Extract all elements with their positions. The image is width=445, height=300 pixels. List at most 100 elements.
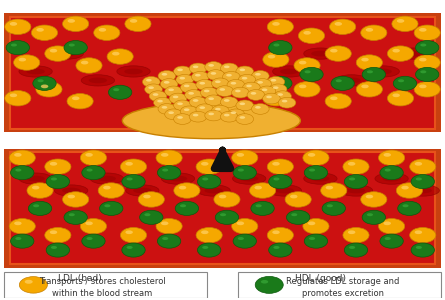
- Ellipse shape: [251, 92, 256, 95]
- Ellipse shape: [375, 173, 409, 184]
- Ellipse shape: [19, 173, 53, 184]
- Ellipse shape: [336, 79, 342, 82]
- Ellipse shape: [402, 204, 409, 207]
- Ellipse shape: [200, 87, 218, 98]
- Ellipse shape: [14, 153, 22, 157]
- Ellipse shape: [330, 96, 338, 100]
- Ellipse shape: [224, 65, 230, 68]
- Ellipse shape: [255, 106, 261, 109]
- Ellipse shape: [158, 234, 181, 248]
- Ellipse shape: [384, 153, 391, 157]
- Ellipse shape: [195, 74, 201, 76]
- Ellipse shape: [268, 93, 275, 97]
- Ellipse shape: [413, 188, 432, 193]
- Ellipse shape: [204, 90, 210, 92]
- Ellipse shape: [32, 25, 57, 40]
- Ellipse shape: [107, 49, 133, 64]
- Ellipse shape: [68, 19, 75, 23]
- Ellipse shape: [268, 55, 275, 59]
- Ellipse shape: [202, 178, 208, 181]
- Ellipse shape: [238, 237, 244, 240]
- Ellipse shape: [303, 48, 337, 59]
- Ellipse shape: [388, 46, 413, 61]
- Ellipse shape: [26, 176, 45, 182]
- Ellipse shape: [366, 195, 373, 198]
- Ellipse shape: [72, 96, 80, 100]
- Ellipse shape: [14, 221, 22, 225]
- Ellipse shape: [269, 40, 292, 55]
- Ellipse shape: [414, 55, 440, 70]
- Ellipse shape: [86, 237, 93, 240]
- Ellipse shape: [156, 150, 182, 166]
- Ellipse shape: [121, 227, 146, 243]
- Ellipse shape: [236, 100, 254, 111]
- Ellipse shape: [361, 25, 387, 40]
- Ellipse shape: [45, 227, 71, 243]
- Ellipse shape: [267, 19, 293, 34]
- Ellipse shape: [165, 86, 182, 97]
- Ellipse shape: [51, 246, 57, 249]
- Ellipse shape: [161, 221, 169, 225]
- Ellipse shape: [146, 79, 152, 82]
- Ellipse shape: [304, 70, 311, 73]
- Ellipse shape: [415, 162, 422, 166]
- Ellipse shape: [366, 28, 373, 32]
- Ellipse shape: [416, 178, 422, 181]
- Ellipse shape: [125, 16, 151, 32]
- Ellipse shape: [27, 183, 53, 198]
- Ellipse shape: [184, 108, 190, 111]
- Ellipse shape: [175, 201, 198, 215]
- Ellipse shape: [11, 166, 34, 180]
- Ellipse shape: [251, 103, 269, 114]
- Ellipse shape: [272, 230, 280, 234]
- Ellipse shape: [311, 51, 330, 56]
- Ellipse shape: [382, 176, 401, 182]
- Ellipse shape: [277, 93, 283, 96]
- Ellipse shape: [356, 55, 382, 70]
- Ellipse shape: [82, 166, 105, 180]
- Ellipse shape: [158, 70, 176, 81]
- Ellipse shape: [94, 25, 120, 40]
- Ellipse shape: [124, 69, 143, 74]
- Ellipse shape: [180, 106, 198, 117]
- Ellipse shape: [204, 188, 223, 193]
- Ellipse shape: [267, 76, 285, 87]
- Ellipse shape: [5, 19, 31, 34]
- Ellipse shape: [158, 103, 176, 114]
- Ellipse shape: [33, 76, 56, 90]
- Text: HDL (good): HDL (good): [295, 274, 346, 283]
- Ellipse shape: [196, 104, 214, 115]
- Ellipse shape: [257, 81, 263, 84]
- Ellipse shape: [9, 218, 35, 234]
- Ellipse shape: [294, 58, 320, 73]
- Ellipse shape: [5, 91, 31, 106]
- Ellipse shape: [273, 79, 279, 82]
- Ellipse shape: [268, 185, 302, 196]
- Ellipse shape: [68, 195, 75, 198]
- Ellipse shape: [142, 76, 160, 87]
- Ellipse shape: [174, 66, 191, 77]
- Ellipse shape: [179, 77, 185, 80]
- Ellipse shape: [64, 210, 87, 224]
- Ellipse shape: [232, 150, 258, 166]
- Ellipse shape: [33, 204, 39, 207]
- Ellipse shape: [250, 183, 275, 198]
- Ellipse shape: [125, 162, 133, 166]
- Ellipse shape: [255, 73, 261, 76]
- Ellipse shape: [205, 95, 222, 106]
- Ellipse shape: [273, 178, 279, 181]
- Ellipse shape: [198, 243, 221, 257]
- Ellipse shape: [267, 159, 293, 174]
- Ellipse shape: [198, 175, 221, 189]
- Ellipse shape: [397, 48, 431, 59]
- Ellipse shape: [321, 183, 347, 198]
- Ellipse shape: [216, 86, 234, 96]
- Ellipse shape: [57, 51, 76, 56]
- Ellipse shape: [326, 186, 333, 190]
- Ellipse shape: [273, 86, 279, 89]
- Ellipse shape: [251, 201, 274, 215]
- Ellipse shape: [397, 19, 405, 23]
- Ellipse shape: [81, 75, 115, 86]
- Ellipse shape: [199, 106, 205, 109]
- Ellipse shape: [11, 44, 17, 46]
